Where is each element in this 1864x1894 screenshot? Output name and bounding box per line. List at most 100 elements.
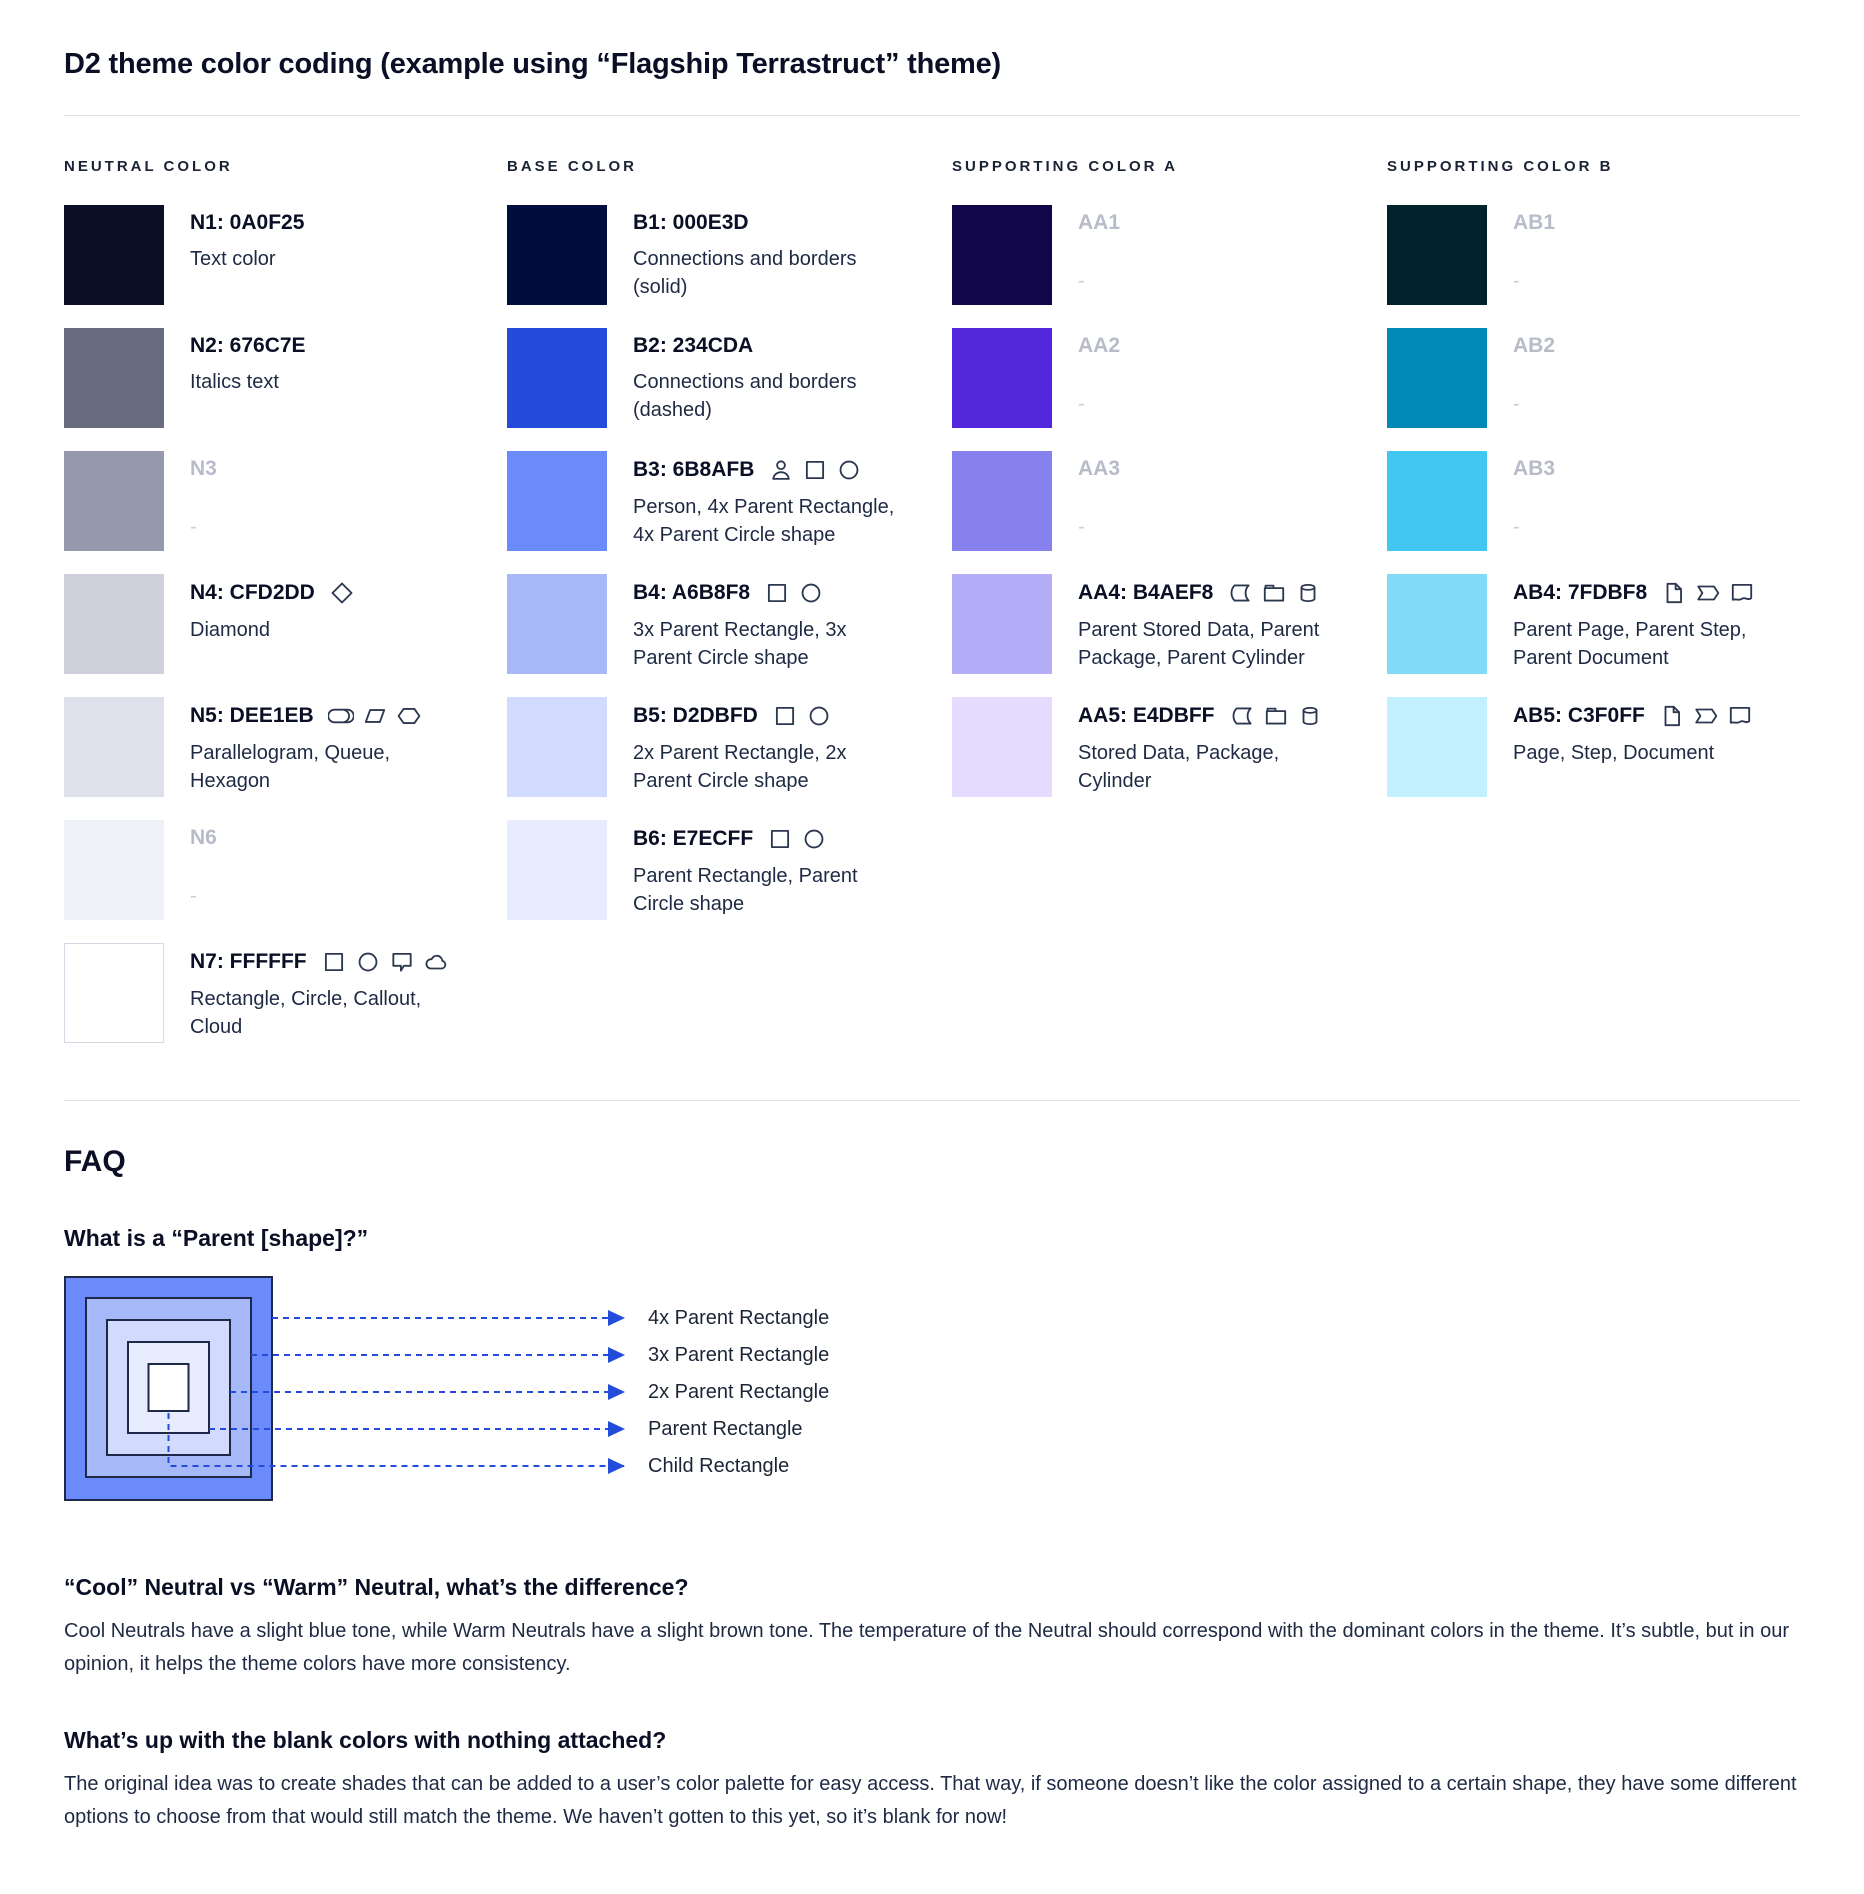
- faq-heading: FAQ: [64, 1145, 126, 1178]
- shape-icons: [764, 580, 824, 606]
- color-swatch: [952, 697, 1052, 797]
- palette-column-base-color: BASE COLOR B1: 000E3D Connections and bord…: [507, 158, 952, 943]
- diagram-label: Child Rectangle: [648, 1455, 790, 1477]
- color-swatch: [1387, 451, 1487, 551]
- palette-column-neutral-color: NEUTRAL COLOR N1: 0A0F25 Text color N2: 676…: [64, 158, 507, 1066]
- color-description: 3x Parent Rectangle, 3x Parent Circle sh…: [633, 619, 847, 669]
- color-label: AA5: E4DBFF: [1078, 704, 1215, 727]
- color-row: N1: 0A0F25 Text color: [64, 205, 507, 305]
- shape-icons: [329, 580, 355, 606]
- color-info: N7: FFFFFF Rectangle, Circle, Callout, Cl…: [190, 943, 455, 1043]
- shape-icons: [1659, 703, 1753, 729]
- color-label: AB1: [1513, 211, 1556, 234]
- rectangle-icon: [764, 580, 790, 606]
- color-info: AA4: B4AEF8 Parent Stored Data, Parent Pa…: [1078, 574, 1343, 674]
- shape-icons: [327, 703, 422, 729]
- color-description: 2x Parent Rectangle, 2x Parent Circle sh…: [633, 742, 847, 792]
- color-label: AB5: C3F0FF: [1513, 704, 1645, 727]
- color-row: B1: 000E3D Connections and borders (solid…: [507, 205, 952, 305]
- color-swatch: [507, 697, 607, 797]
- color-label: B6: E7ECFF: [633, 827, 754, 850]
- circle-icon: [798, 580, 824, 606]
- color-swatch: [64, 697, 164, 797]
- color-info: AA2 -: [1078, 328, 1343, 428]
- column-header: NEUTRAL COLOR: [64, 158, 233, 175]
- color-label: AB2: [1513, 334, 1556, 357]
- stored-data-icon: [1227, 580, 1253, 606]
- color-row: AA3 -: [952, 451, 1387, 551]
- color-swatch: [64, 328, 164, 428]
- color-label: AA4: B4AEF8: [1078, 581, 1214, 604]
- color-swatch: [1387, 328, 1487, 428]
- color-swatch: [1387, 205, 1487, 305]
- diagram-label: 3x Parent Rectangle: [648, 1344, 830, 1366]
- color-row: B3: 6B8AFB Person, 4x Parent Rectangle, 4…: [507, 451, 952, 551]
- color-label: N5: DEE1EB: [190, 704, 314, 727]
- diagram-label: 4x Parent Rectangle: [648, 1307, 830, 1329]
- page-icon: [1661, 580, 1687, 606]
- color-label: AA2: [1078, 334, 1121, 357]
- color-label: N4: CFD2DD: [190, 581, 315, 604]
- color-swatch: [507, 328, 607, 428]
- color-info: N4: CFD2DD Diamond: [190, 574, 455, 674]
- color-swatch: [507, 205, 607, 305]
- color-description: Parent Rectangle, Parent Circle shape: [633, 865, 858, 915]
- color-info: AB3 -: [1513, 451, 1778, 551]
- shape-icons: [772, 703, 832, 729]
- color-row: AA1 -: [952, 205, 1387, 305]
- color-description: -: [1078, 393, 1085, 415]
- color-swatch: [64, 574, 164, 674]
- divider-top: [64, 115, 1800, 116]
- color-row: N7: FFFFFF Rectangle, Circle, Callout, Cl…: [64, 943, 507, 1043]
- color-info: AB4: 7FDBF8 Parent Page, Parent Step, Par…: [1513, 574, 1778, 674]
- page-title: D2 theme color coding (example using “Fl…: [64, 48, 1002, 80]
- faq-question-cool-warm: “Cool” Neutral vs “Warm” Neutral, what’s…: [64, 1574, 689, 1600]
- color-swatch: [952, 451, 1052, 551]
- color-swatch: [507, 574, 607, 674]
- color-row: AA5: E4DBFF Stored Data, Package, Cylinde…: [952, 697, 1387, 797]
- color-info: B6: E7ECFF Parent Rectangle, Parent Circl…: [633, 820, 898, 920]
- color-swatch: [64, 820, 164, 920]
- color-description: Diamond: [190, 619, 271, 641]
- color-description: Parent Page, Parent Step, Parent Documen…: [1513, 619, 1747, 669]
- nested-rectangles-svg: [64, 1276, 625, 1501]
- column-header: SUPPORTING COLOR A: [952, 158, 1178, 175]
- color-swatch: [952, 574, 1052, 674]
- color-row: AB1 -: [1387, 205, 1800, 305]
- color-description: Text color: [190, 248, 276, 270]
- color-swatch: [507, 820, 607, 920]
- color-row: AB5: C3F0FF Page, Step, Document: [1387, 697, 1800, 797]
- color-info: AA5: E4DBFF Stored Data, Package, Cylinde…: [1078, 697, 1343, 797]
- color-label: B5: D2DBFD: [633, 704, 758, 727]
- color-description: -: [1513, 393, 1520, 415]
- circle-icon: [806, 703, 832, 729]
- stored-data-icon: [1229, 703, 1255, 729]
- color-label: AA3: [1078, 457, 1121, 480]
- shape-icons: [1661, 580, 1755, 606]
- color-description: -: [1513, 516, 1520, 538]
- color-palette: NEUTRAL COLOR N1: 0A0F25 Text color N2: 676…: [64, 158, 1800, 1066]
- color-row: AB3 -: [1387, 451, 1800, 551]
- color-label: AA1: [1078, 211, 1121, 234]
- parent-shape-diagram: 4x Parent Rectangle 3x Parent Rectangle 2x…: [64, 1276, 1800, 1528]
- color-description: Parent Stored Data, Parent Package, Pare…: [1078, 619, 1320, 669]
- color-row: N5: DEE1EB Parallelogram, Queue, Hexagon: [64, 697, 507, 797]
- color-row: B4: A6B8F8 3x Parent Rectangle, 3x Parent…: [507, 574, 952, 674]
- circle-icon: [801, 826, 827, 852]
- color-description: -: [190, 516, 197, 538]
- package-icon: [1261, 580, 1287, 606]
- color-info: AA1 -: [1078, 205, 1343, 305]
- cylinder-icon: [1295, 580, 1321, 606]
- shape-icons: [1229, 703, 1323, 729]
- color-info: B5: D2DBFD 2x Parent Rectangle, 2x Parent…: [633, 697, 898, 797]
- color-label: B3: 6B8AFB: [633, 458, 755, 481]
- color-swatch: [952, 328, 1052, 428]
- color-info: AB5: C3F0FF Page, Step, Document: [1513, 697, 1778, 797]
- color-info: B4: A6B8F8 3x Parent Rectangle, 3x Parent…: [633, 574, 898, 674]
- diagram-label: Parent Rectangle: [648, 1418, 803, 1440]
- divider-bottom: [64, 1100, 1800, 1101]
- color-info: B2: 234CDA Connections and borders (dashe…: [633, 328, 898, 428]
- faq-question-parent-shape: What is a “Parent [shape]?”: [64, 1225, 369, 1251]
- color-description: Connections and borders (dashed): [633, 371, 857, 421]
- color-row: B6: E7ECFF Parent Rectangle, Parent Circl…: [507, 820, 952, 920]
